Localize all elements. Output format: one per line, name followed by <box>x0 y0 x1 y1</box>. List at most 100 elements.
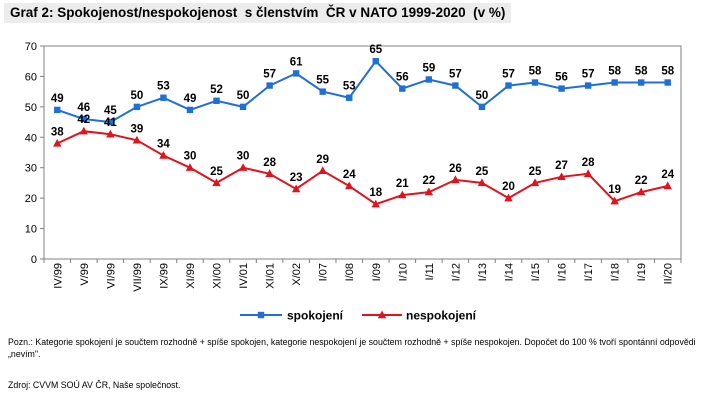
legend-marker-nespokojeni <box>377 310 387 319</box>
legend-label-nespokojeni: nespokojení <box>406 309 477 323</box>
y-tick-label: 10 <box>25 224 37 236</box>
data-label-nespokojeni: 30 <box>237 151 250 163</box>
data-label-spokojeni: 59 <box>422 62 435 74</box>
chart-note: Pozn.: Kategorie spokojení je součtem ro… <box>8 337 696 359</box>
y-tick-label: 20 <box>25 193 37 205</box>
point-spokojeni <box>186 106 194 114</box>
point-spokojeni <box>372 58 379 65</box>
point-nespokojeni <box>106 129 115 138</box>
data-label-nespokojeni: 29 <box>316 154 329 166</box>
point-nespokojeni <box>212 178 221 187</box>
data-label-spokojeni: 58 <box>635 66 648 78</box>
legend-label-spokojeni: spokojení <box>287 309 344 323</box>
data-label-spokojeni: 56 <box>555 72 568 84</box>
x-tick-label: VII/99 <box>132 263 144 292</box>
data-label-spokojeni: 57 <box>263 69 276 81</box>
point-nespokojeni <box>636 187 646 196</box>
x-tick-label: XI/99 <box>185 263 197 289</box>
point-spokojeni <box>425 76 433 83</box>
point-spokojeni <box>80 115 88 123</box>
data-label-nespokojeni: 21 <box>396 178 409 190</box>
y-tick-label: 70 <box>25 41 37 53</box>
data-label-nespokojeni: 27 <box>555 160 568 172</box>
x-tick-label: IV/99 <box>52 263 64 289</box>
y-tick-label: 60 <box>25 71 37 83</box>
point-spokojeni <box>478 103 486 111</box>
data-label-spokojeni: 55 <box>316 75 329 87</box>
data-label-nespokojeni: 28 <box>263 157 276 169</box>
x-tick-label: X/02 <box>291 263 303 286</box>
point-nespokojeni <box>504 193 513 202</box>
data-label-nespokojeni: 22 <box>422 175 435 187</box>
data-label-nespokojeni: 18 <box>369 187 382 199</box>
point-nespokojeni <box>265 169 274 177</box>
data-label-spokojeni: 56 <box>396 72 409 84</box>
point-nespokojeni <box>610 196 619 205</box>
series-line-nespokojeni <box>56 130 668 206</box>
chart-title: Graf 2: Spokojenost/nespokojenost s člen… <box>4 3 512 23</box>
x-tick-label: I/17 <box>583 263 595 281</box>
point-nespokojeni <box>583 169 593 177</box>
data-label-nespokojeni: 30 <box>184 151 197 163</box>
x-tick-label: I/09 <box>371 263 383 281</box>
point-spokojeni <box>558 85 565 92</box>
data-label-nespokojeni: 24 <box>661 169 674 181</box>
point-nespokojeni <box>371 199 380 208</box>
point-nespokojeni <box>663 181 672 190</box>
data-label-spokojeni: 61 <box>290 56 303 68</box>
x-tick-label: I/10 <box>397 263 409 281</box>
point-nespokojeni <box>185 163 195 171</box>
data-label-nespokojeni: 42 <box>77 114 90 126</box>
point-nespokojeni <box>159 151 168 159</box>
series-line-spokojeni <box>56 59 668 124</box>
data-label-spokojeni: 50 <box>130 90 143 102</box>
x-tick-label: I/16 <box>557 263 569 281</box>
data-label-spokojeni: 57 <box>449 69 462 81</box>
data-label-spokojeni: 50 <box>237 90 250 102</box>
data-label-spokojeni: 58 <box>529 66 542 78</box>
point-spokojeni <box>664 79 671 86</box>
data-label-spokojeni: 57 <box>502 69 515 81</box>
point-spokojeni <box>531 79 539 86</box>
data-label-nespokojeni: 19 <box>608 184 621 196</box>
x-tick-label: I/18 <box>610 263 622 281</box>
point-spokojeni <box>292 70 300 77</box>
point-nespokojeni <box>451 175 460 184</box>
data-label-nespokojeni: 25 <box>529 166 542 178</box>
data-label-nespokojeni: 34 <box>157 139 170 151</box>
point-spokojeni <box>160 94 167 101</box>
data-label-spokojeni: 57 <box>582 69 595 81</box>
point-nespokojeni <box>530 178 540 187</box>
y-tick-label: 50 <box>25 102 37 114</box>
point-spokojeni <box>399 85 406 92</box>
data-label-spokojeni: 46 <box>77 102 90 114</box>
point-spokojeni <box>133 103 141 111</box>
x-tick-label: I/15 <box>530 263 542 281</box>
data-label-spokojeni: 52 <box>210 84 223 96</box>
point-spokojeni <box>54 106 61 114</box>
data-label-nespokojeni: 26 <box>449 163 462 175</box>
data-label-nespokojeni: 23 <box>290 172 303 184</box>
data-label-spokojeni: 49 <box>184 93 197 105</box>
x-tick-label: II/20 <box>663 263 675 284</box>
data-label-nespokojeni: 38 <box>51 126 64 138</box>
x-tick-label: V/99 <box>79 263 91 286</box>
y-tick-label: 30 <box>25 163 37 175</box>
point-spokojeni <box>584 82 592 89</box>
x-tick-label: IV/01 <box>238 263 250 289</box>
data-label-spokojeni: 58 <box>661 66 674 78</box>
point-spokojeni <box>637 79 645 86</box>
x-tick-label: I/14 <box>503 263 515 281</box>
data-label-spokojeni: 45 <box>104 105 117 117</box>
data-label-spokojeni: 58 <box>608 66 621 78</box>
data-label-nespokojeni: 24 <box>343 169 356 181</box>
data-label-nespokojeni: 22 <box>635 175 648 187</box>
point-nespokojeni <box>132 135 142 144</box>
point-nespokojeni <box>79 126 89 135</box>
point-nespokojeni <box>238 163 248 171</box>
x-tick-label: XI/00 <box>212 263 224 289</box>
x-tick-label: I/08 <box>344 263 356 281</box>
x-tick-label: VI/99 <box>105 263 117 289</box>
point-nespokojeni <box>557 172 566 181</box>
data-label-spokojeni: 50 <box>476 90 489 102</box>
